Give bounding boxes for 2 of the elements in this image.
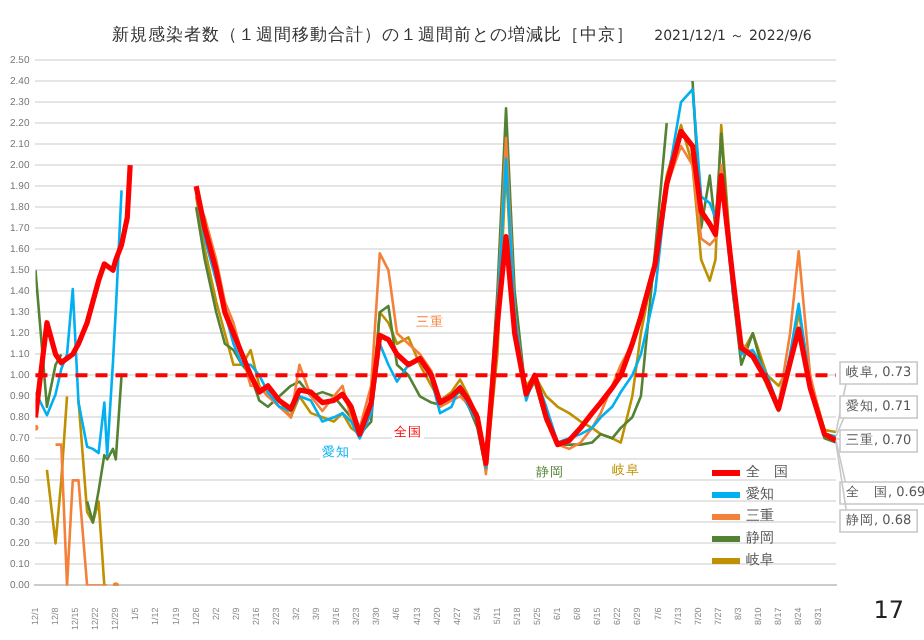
text: 17: [873, 596, 904, 624]
chart-title: 新規感染者数（１週間移動合計）の１週間前との増減比［中京］: [112, 26, 635, 46]
